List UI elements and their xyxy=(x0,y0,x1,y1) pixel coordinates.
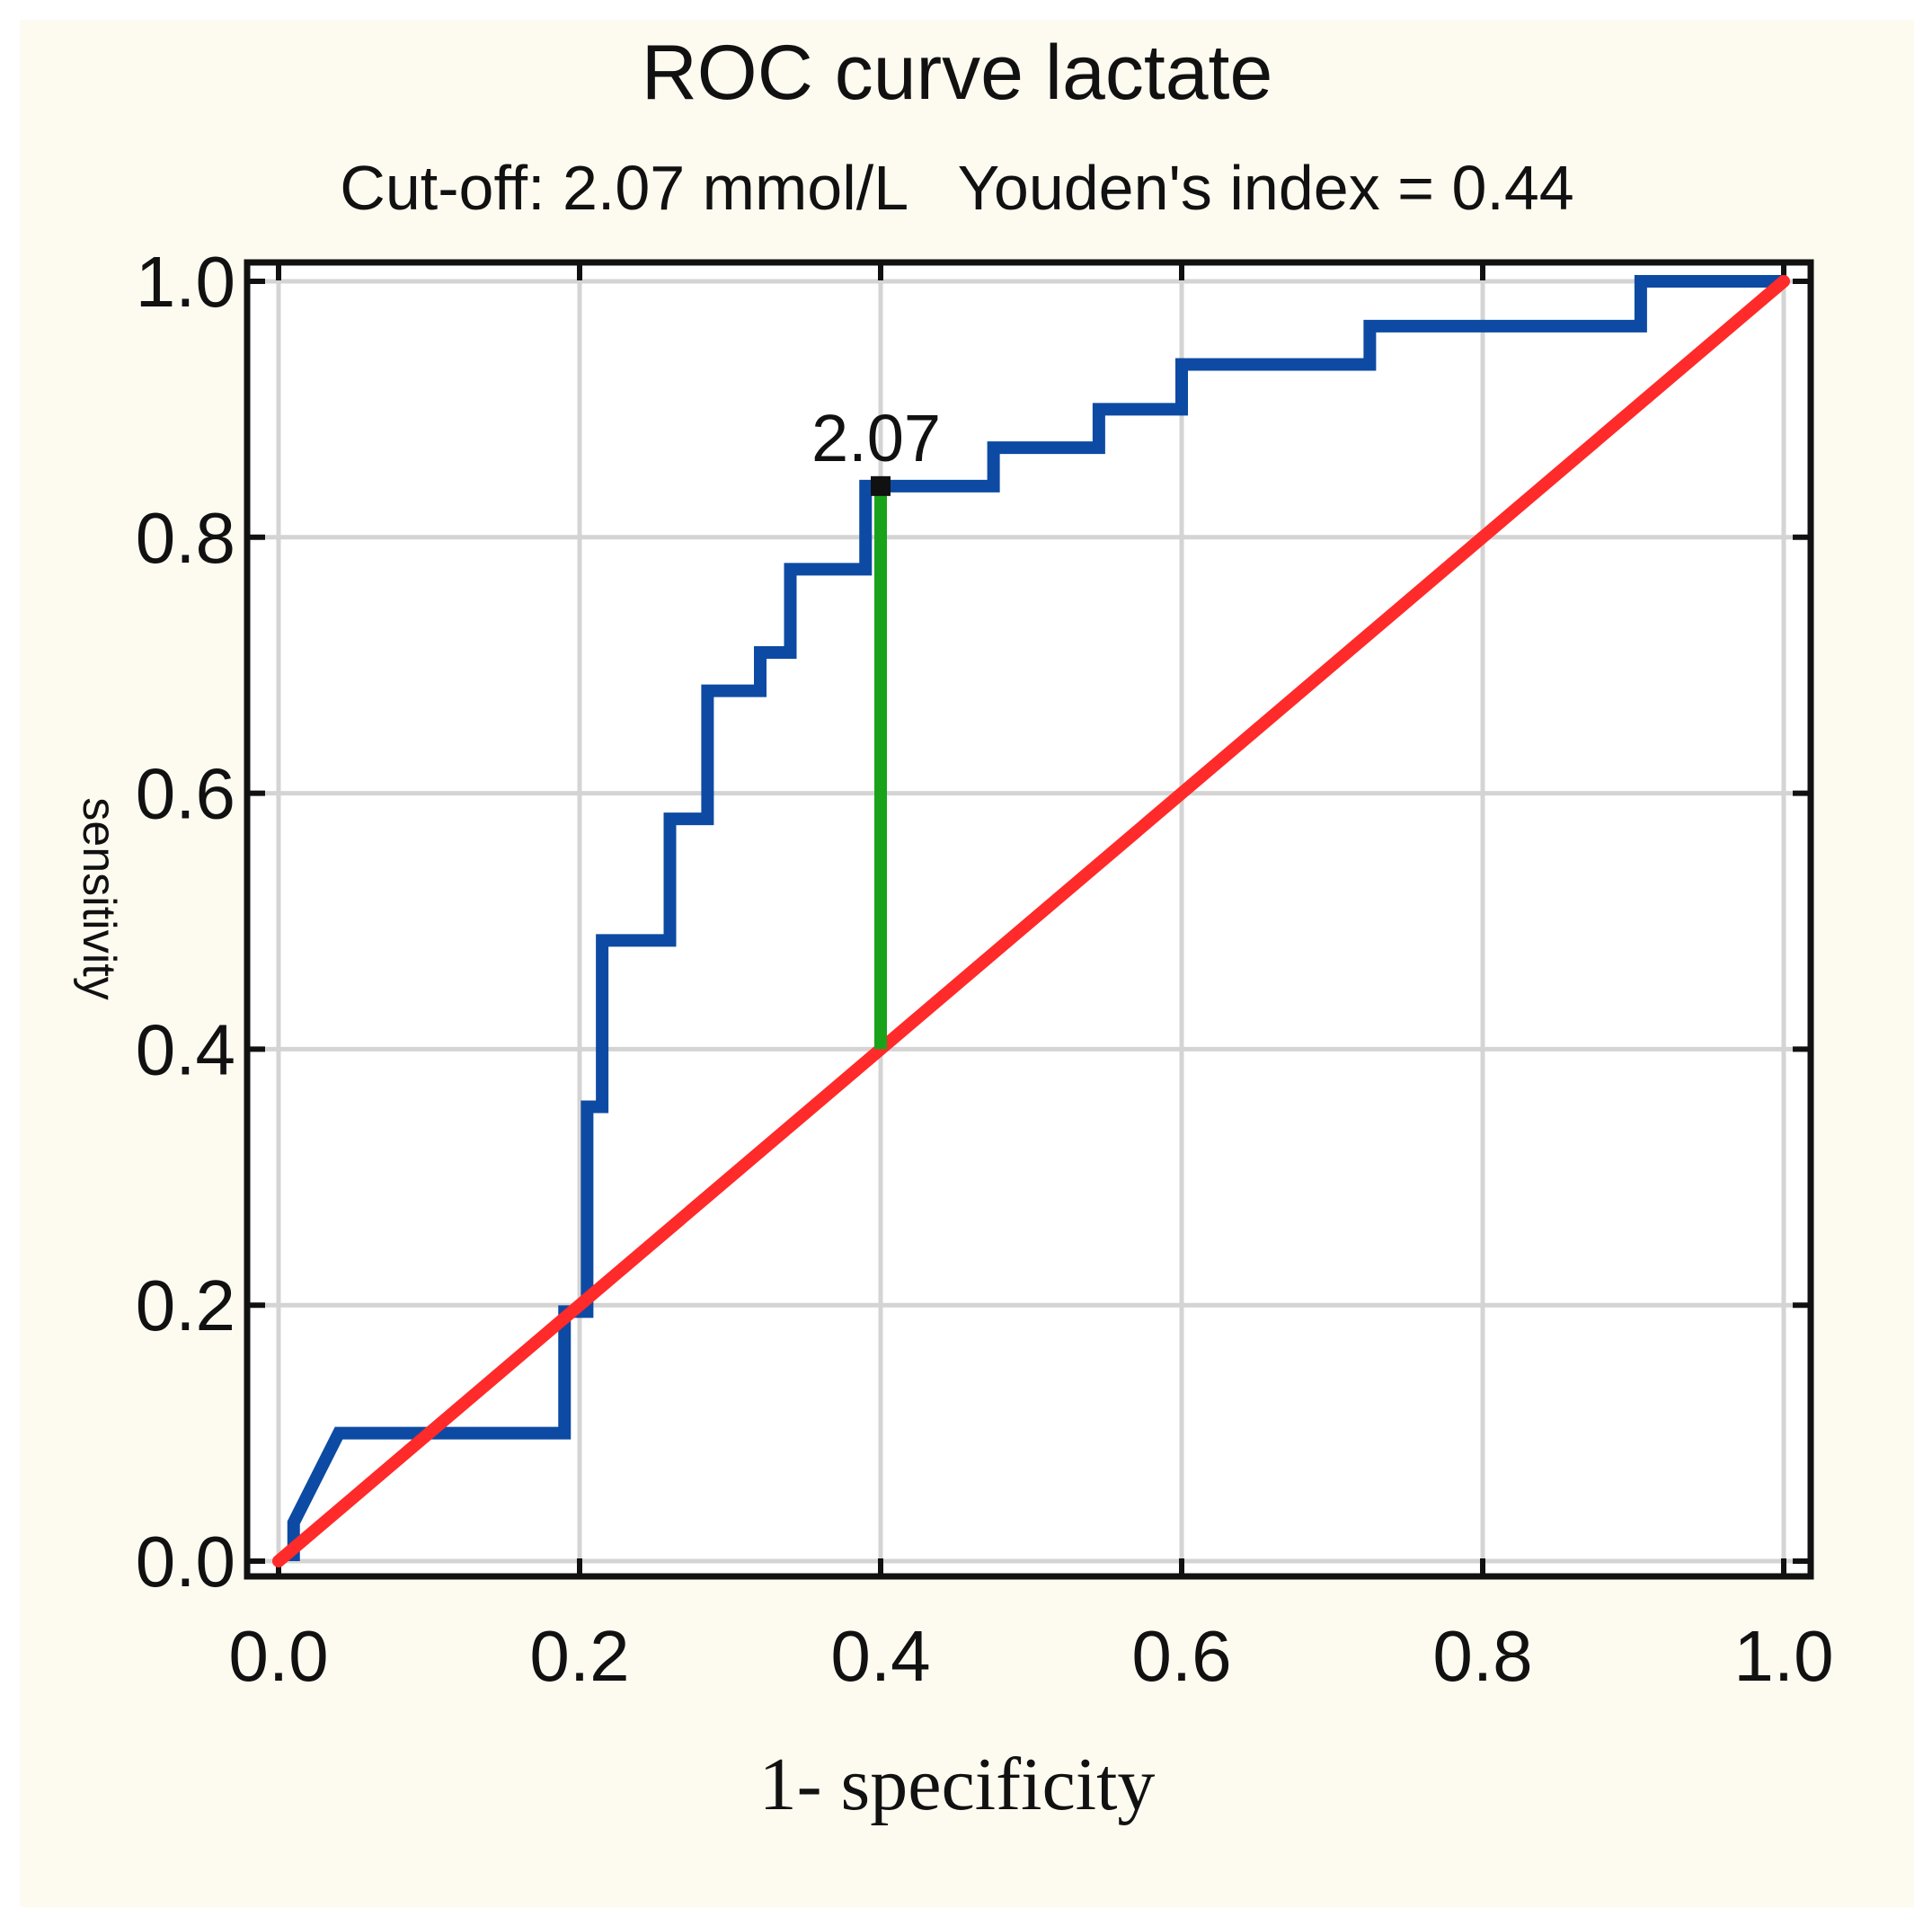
x-tick-label: 0.2 xyxy=(529,1616,629,1696)
y-axis-label: sensitivity xyxy=(73,797,125,999)
plot-frame xyxy=(244,259,1814,1580)
y-tick-label: 0.6 xyxy=(136,754,235,834)
x-tick-label: 0.0 xyxy=(228,1616,328,1696)
y-tick-label: 0.2 xyxy=(136,1265,235,1345)
x-tick-label: 0.6 xyxy=(1131,1616,1231,1696)
chart-subtitle: Cut-off: 2.07 mmol/L Youden's index = 0.… xyxy=(340,153,1573,223)
grid-lines xyxy=(247,262,1811,1576)
x-tick-label: 0.8 xyxy=(1432,1616,1532,1696)
chart-title: ROC curve lactate xyxy=(642,30,1273,116)
x-tick-label: 0.4 xyxy=(830,1616,930,1696)
x-tick-labels: 0.0 0.2 0.4 0.6 0.8 1.0 xyxy=(228,1616,1833,1696)
roc-curve-line xyxy=(287,275,1784,1561)
y-tick-labels: 0.0 0.2 0.4 0.6 0.8 1.0 xyxy=(136,242,235,1602)
reference-diagonal-line xyxy=(272,275,1790,1567)
cutoff-point-marker xyxy=(871,475,891,496)
y-tick-label: 0.4 xyxy=(136,1009,235,1089)
x-tick-label: 1.0 xyxy=(1733,1616,1833,1696)
y-tick-label: 0.0 xyxy=(136,1522,235,1602)
cutoff-point-label: 2.07 xyxy=(811,401,941,475)
x-axis-label: 1- specificity xyxy=(759,1743,1156,1826)
y-tick-label: 0.8 xyxy=(136,498,235,578)
y-tick-label: 1.0 xyxy=(136,242,235,322)
